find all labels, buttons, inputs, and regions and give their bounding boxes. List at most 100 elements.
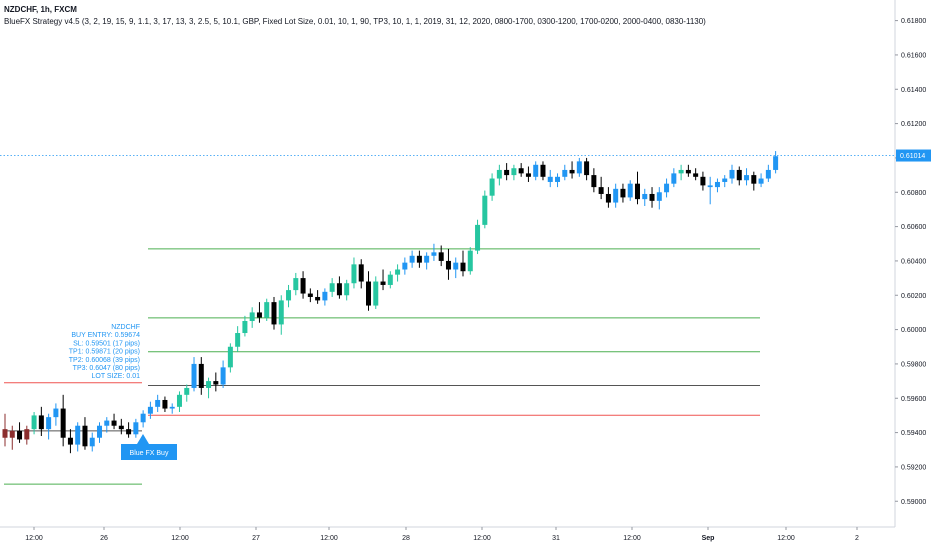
candle-body — [707, 185, 713, 188]
candle-body — [722, 178, 728, 182]
candle-body — [591, 175, 597, 188]
candle-body — [140, 413, 146, 423]
candle-body — [664, 183, 670, 193]
x-tick-label: 2 — [855, 535, 859, 542]
candle-body — [555, 176, 561, 182]
y-tick-label: 0.60800 — [901, 190, 926, 197]
y-tick-label: 0.59800 — [901, 361, 926, 368]
candle-body — [627, 183, 633, 198]
candle-body — [511, 168, 517, 176]
x-tick-label: 12:00 — [623, 535, 641, 542]
x-tick-label: 27 — [252, 535, 260, 542]
candle-body — [220, 367, 226, 385]
signal-label-text: Blue FX Buy — [130, 450, 169, 457]
candle-body — [649, 193, 655, 201]
candle-body — [2, 429, 8, 438]
price-tag-box — [896, 149, 931, 162]
candle-body — [634, 183, 640, 200]
candle-body — [562, 169, 568, 177]
candle-body — [9, 430, 15, 438]
x-tick-label: 31 — [552, 535, 560, 542]
candle-body — [678, 169, 684, 174]
x-tick-label: 26 — [100, 535, 108, 542]
candle-body — [191, 363, 197, 388]
candle-body — [17, 430, 23, 440]
candle-body — [286, 290, 292, 301]
candle-body — [613, 188, 619, 203]
signal-label-box — [121, 434, 177, 460]
candle-body — [445, 260, 451, 270]
y-tick-label: 0.61800 — [901, 18, 926, 25]
candle-body — [598, 187, 604, 194]
candle-body — [344, 283, 350, 296]
candle-body — [569, 169, 575, 174]
candle-body — [227, 346, 233, 368]
candle-body — [642, 193, 648, 200]
candle-body — [467, 250, 473, 272]
x-tick-label: Sep — [702, 535, 715, 542]
candle-body — [155, 399, 161, 407]
x-tick-label: 12:00 — [171, 535, 189, 542]
candle-body — [504, 169, 510, 176]
candle-body — [395, 269, 401, 275]
candle-body — [24, 429, 30, 440]
candle-body — [765, 169, 771, 179]
candle-body — [53, 408, 59, 418]
candle-body — [358, 264, 364, 282]
candle-body — [315, 296, 321, 301]
candle-body — [206, 381, 212, 388]
candle-body — [714, 181, 720, 188]
candle-body — [700, 176, 706, 186]
candle-body — [242, 321, 248, 334]
strategy-legend[interactable]: BlueFX Strategy v4.5 (3, 2, 19, 15, 9, 1… — [4, 17, 706, 26]
candle-body — [366, 281, 371, 306]
candle-body — [133, 422, 139, 435]
candle-body — [540, 164, 546, 177]
candle-body — [773, 156, 779, 170]
candle-body — [31, 415, 37, 430]
candle-body — [576, 161, 582, 174]
candle-body — [147, 406, 153, 414]
candle-body — [38, 415, 44, 430]
symbol-title: NZDCHF, 1h, FXCM — [4, 5, 77, 14]
y-tick-label: 0.61200 — [901, 121, 926, 128]
candle-body — [235, 333, 241, 347]
y-tick-label: 0.59400 — [901, 430, 926, 437]
candle-body — [264, 302, 270, 318]
candle-body — [249, 312, 255, 322]
candle-body — [693, 173, 699, 177]
y-tick-label: 0.59000 — [901, 499, 926, 506]
candle-body — [46, 417, 52, 430]
candle-body — [67, 437, 73, 445]
trade-info-line-0: NZDCHF — [111, 324, 140, 331]
candle-body — [431, 252, 437, 256]
trade-info-line-2: SL: 0.59501 (17 pips) — [73, 340, 140, 347]
candle-body — [329, 283, 335, 292]
candle-body — [584, 161, 590, 176]
y-tick-label: 0.61400 — [901, 87, 926, 94]
candle-body — [533, 164, 539, 177]
y-tick-label: 0.60400 — [901, 258, 926, 265]
trade-info-line-6: LOT SIZE: 0.01 — [91, 373, 140, 380]
y-tick-label: 0.60000 — [901, 327, 926, 334]
candle-body — [89, 437, 95, 447]
candle-body — [380, 281, 386, 285]
candle-body — [126, 429, 132, 435]
candle-body — [409, 255, 415, 263]
candle-body — [307, 293, 313, 297]
candle-body — [162, 399, 168, 409]
candle-body — [671, 173, 677, 184]
candle-body — [656, 192, 662, 201]
candle-body — [82, 425, 88, 447]
y-tick-label: 0.59600 — [901, 396, 926, 403]
candle-body — [271, 302, 277, 325]
y-tick-label: 0.61600 — [901, 52, 926, 59]
candle-body — [758, 178, 764, 184]
candle-body — [300, 278, 306, 294]
candle-body — [416, 255, 422, 263]
x-tick-label: 28 — [402, 535, 410, 542]
candle-body — [744, 175, 750, 181]
candle-body — [424, 255, 430, 263]
candle-body — [169, 406, 175, 409]
